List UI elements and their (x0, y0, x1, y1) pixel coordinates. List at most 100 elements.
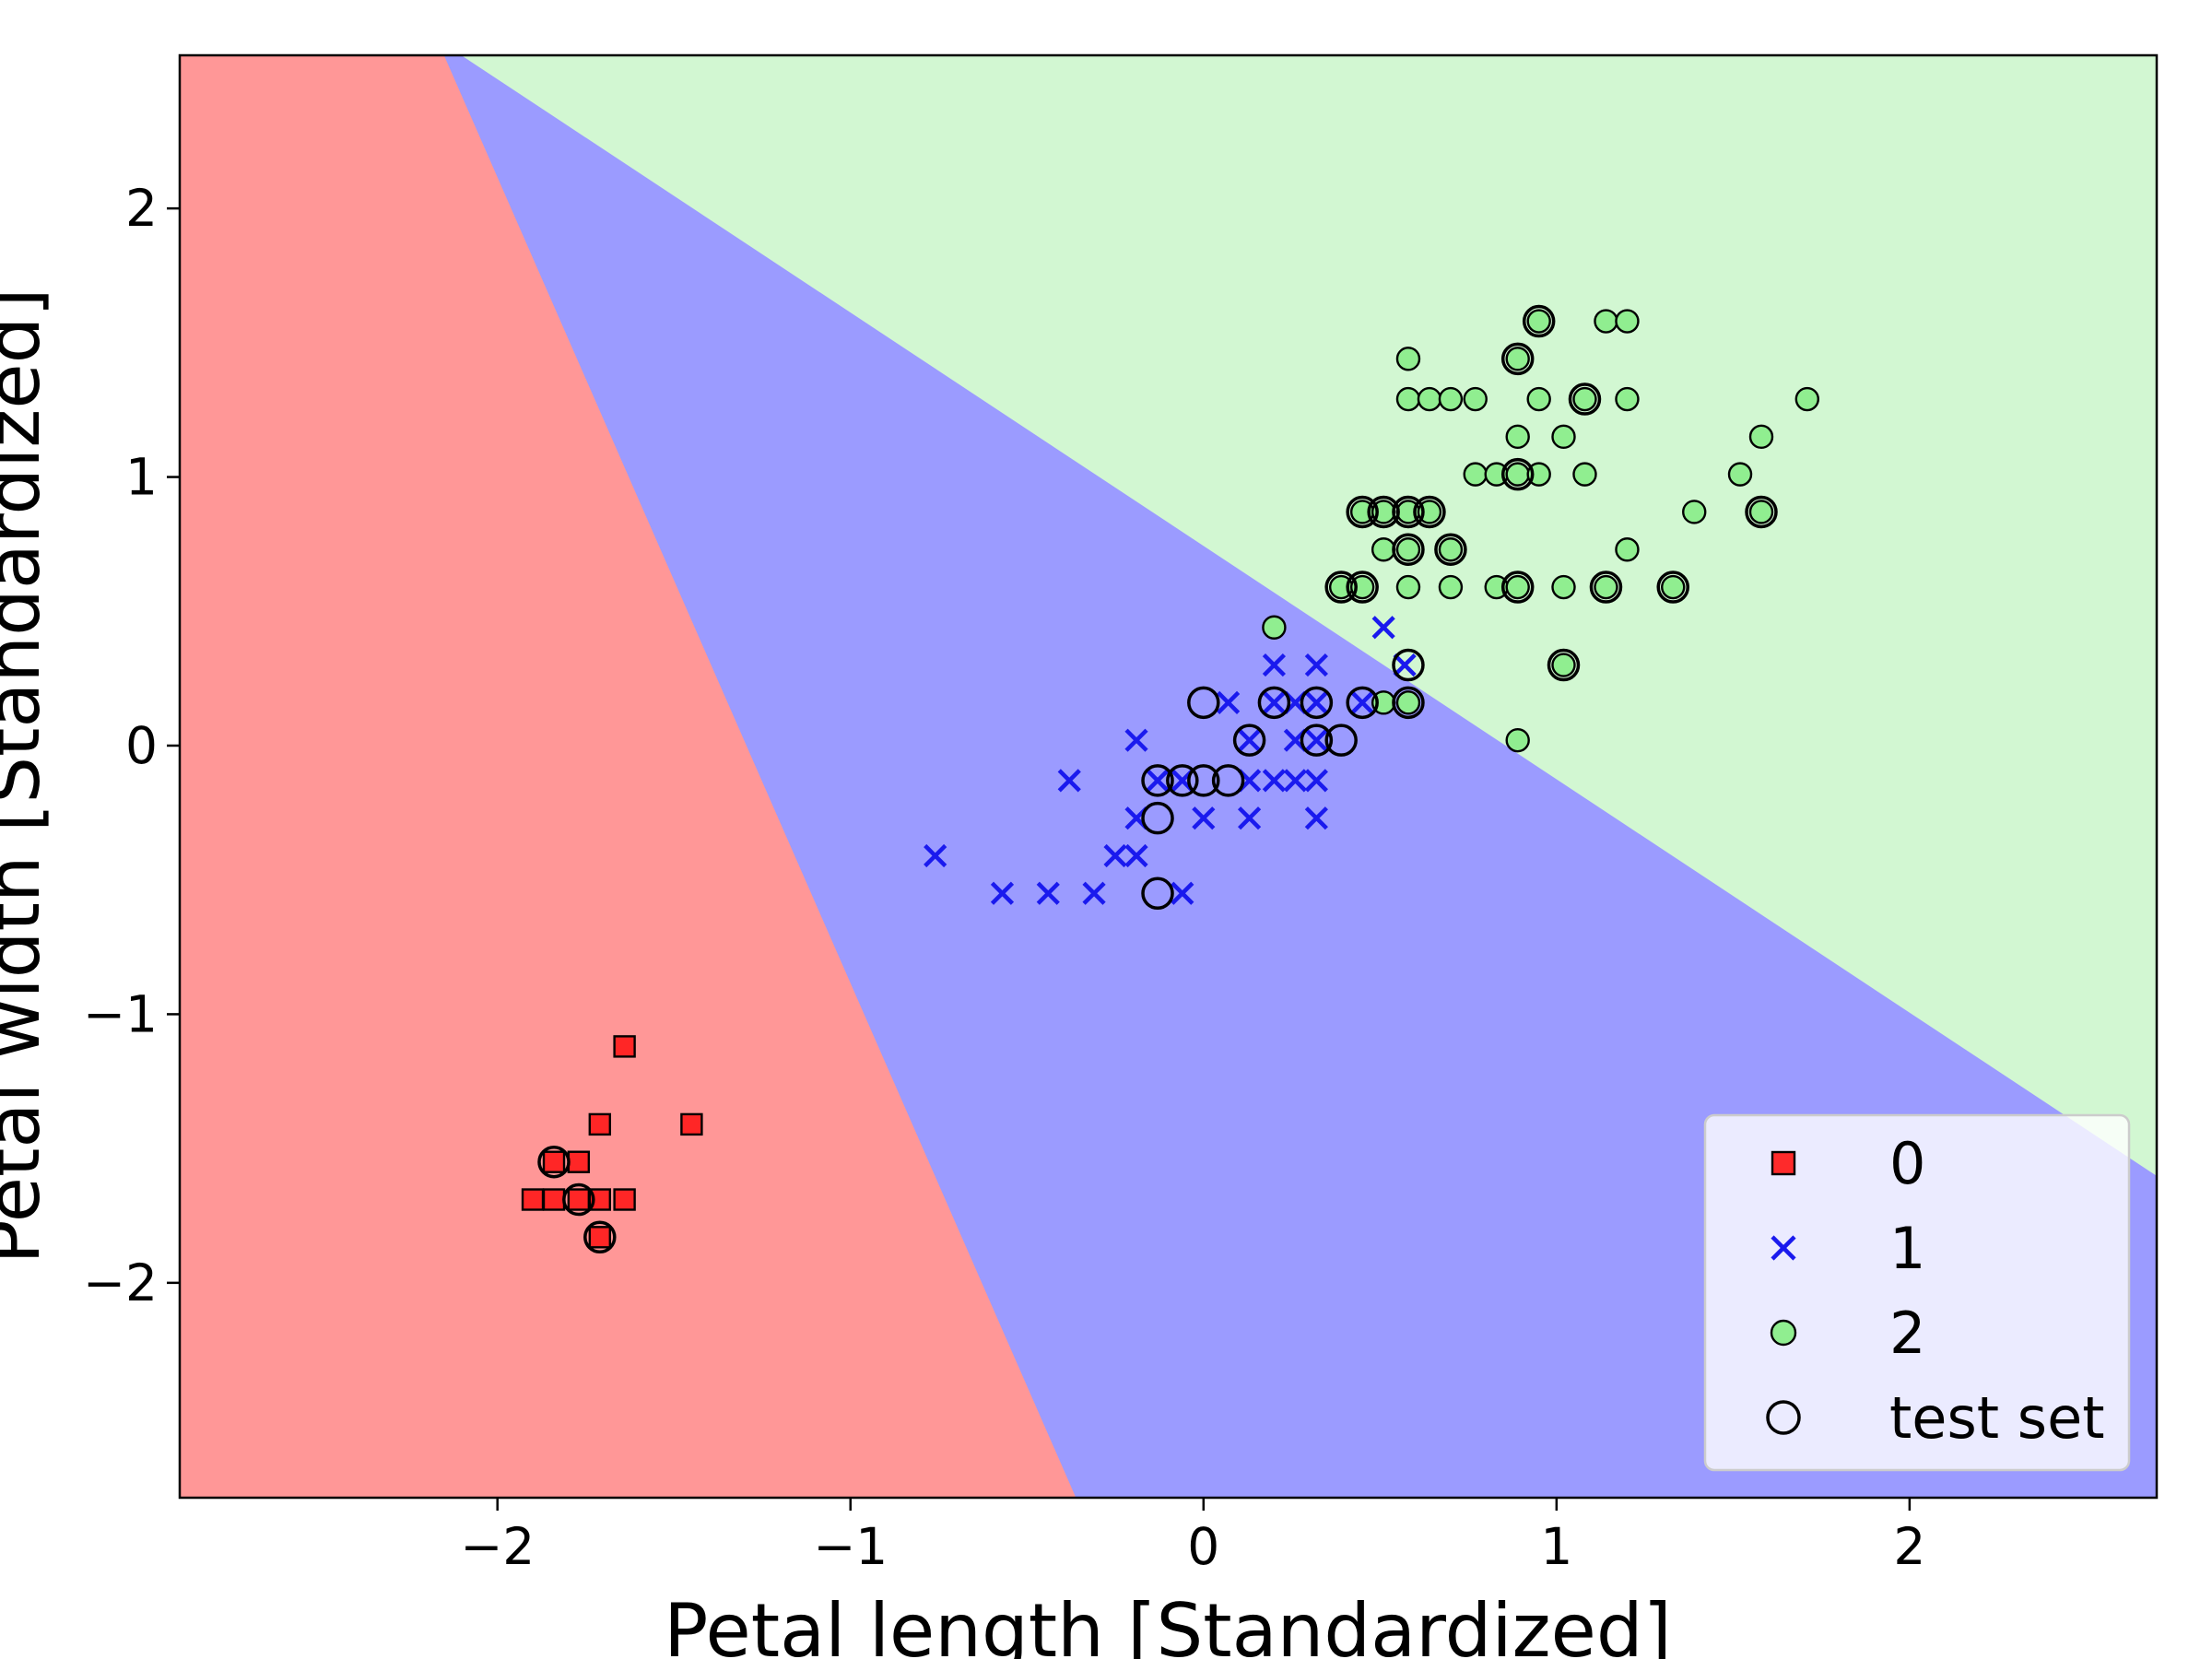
point-series-2 (1349, 574, 1375, 600)
x-axis-label: Petal length [Standardized] (664, 1588, 1672, 1659)
point-series-1 (1283, 769, 1307, 793)
legend-marker (1771, 1150, 1796, 1176)
point-series-test-set (1324, 724, 1358, 757)
point-series-2 (1463, 386, 1488, 412)
point-series-2 (1727, 462, 1753, 487)
point-series-1 (1304, 806, 1328, 830)
y-axis-label: Petal width [Standardized] (0, 288, 56, 1264)
point-series-0 (613, 1188, 636, 1211)
legend-label: 2 (1889, 1300, 1925, 1367)
point-series-0 (588, 1112, 612, 1136)
point-series-1 (1192, 806, 1216, 830)
point-series-test-set (1547, 648, 1581, 682)
point-series-1 (1350, 690, 1374, 714)
point-series-1 (1082, 881, 1106, 905)
point-series-2 (1526, 462, 1551, 487)
point-series-test-set (1300, 686, 1334, 720)
point-series-1 (1304, 769, 1328, 793)
point-series-test-set (1346, 571, 1379, 604)
legend-entry: test set (1766, 1384, 2105, 1452)
point-series-1 (1262, 769, 1287, 793)
point-series-0 (542, 1188, 566, 1211)
point-series-test-set (1257, 686, 1291, 720)
plot-area-frame (178, 53, 2159, 1500)
point-series-2 (1748, 500, 1774, 524)
point-series-2 (1572, 386, 1597, 412)
point-series-0 (521, 1188, 545, 1211)
point-series-2 (1438, 574, 1464, 600)
point-series-test-set (1522, 304, 1556, 338)
point-series-1 (924, 843, 947, 868)
legend-marker (1766, 1400, 1801, 1435)
point-series-2 (1615, 386, 1640, 412)
legend-entry: 0 (1771, 1130, 1925, 1197)
point-series-test-set (562, 1182, 595, 1217)
x-tick-label: 1 (1540, 1517, 1572, 1576)
point-series-test-set (1500, 342, 1535, 376)
point-series-2 (1395, 690, 1421, 715)
x-tick-label: −1 (813, 1517, 888, 1576)
point-series-2 (1526, 309, 1551, 334)
point-series-1 (1262, 653, 1287, 677)
x-axis: −2 −1 0 1 2 (460, 1498, 1925, 1576)
point-series-2 (1615, 309, 1640, 334)
data-points (521, 304, 1819, 1254)
point-series-2 (1505, 462, 1530, 487)
point-series-1 (1238, 728, 1262, 752)
point-series-1 (1171, 881, 1194, 905)
point-series-1 (1304, 728, 1328, 752)
point-series-test-set (1324, 571, 1358, 604)
point-series-test-set (1232, 724, 1266, 757)
point-series-0 (680, 1112, 703, 1136)
point-series-test-set (1392, 686, 1425, 720)
series-test-set (537, 304, 1778, 1254)
point-series-test-set (1367, 495, 1400, 529)
point-series-test-set (1392, 533, 1425, 566)
x-tick-label: 0 (1187, 1517, 1219, 1576)
point-series-1 (1146, 769, 1170, 793)
point-series-2 (1794, 386, 1819, 412)
y-tick-label: −1 (83, 984, 158, 1043)
point-series-test-set (583, 1220, 617, 1254)
y-tick-label: 2 (125, 179, 158, 238)
point-series-test-set (1500, 457, 1535, 491)
y-tick-label: −2 (83, 1253, 158, 1312)
legend-entry: 2 (1770, 1300, 1925, 1367)
point-series-2 (1615, 537, 1640, 562)
point-series-1 (1371, 616, 1395, 640)
point-series-test-set (1300, 724, 1334, 757)
legend-marker (1771, 1235, 1796, 1261)
point-series-1 (1238, 806, 1262, 830)
point-series-test-set (1392, 495, 1425, 529)
point-series-test-set (1392, 648, 1425, 682)
legend: 0 1 2 test set (1703, 1113, 2131, 1472)
point-series-1 (1217, 690, 1241, 714)
point-series-1 (1124, 728, 1148, 752)
point-series-2 (1551, 653, 1576, 677)
y-tick-label: 0 (125, 716, 158, 775)
point-series-test-set (1413, 495, 1446, 529)
point-series-2 (1748, 424, 1774, 450)
point-series-1 (1304, 690, 1328, 714)
point-series-test-set (1211, 764, 1245, 797)
point-series-test-set (1141, 764, 1174, 797)
point-series-test-set (1141, 801, 1174, 835)
point-series-1 (1103, 843, 1127, 868)
point-series-test-set (1434, 533, 1467, 566)
point-series-2 (1371, 537, 1396, 562)
legend-box (1703, 1113, 2131, 1472)
point-series-test-set (1589, 571, 1623, 604)
point-series-0 (567, 1150, 591, 1173)
point-series-2 (1395, 574, 1421, 600)
x-tick-label: 2 (1893, 1517, 1925, 1576)
point-series-2 (1417, 386, 1442, 412)
point-series-test-set (1141, 877, 1174, 911)
legend-marker (1770, 1319, 1797, 1347)
point-series-2 (1463, 462, 1488, 487)
point-series-test-set (1346, 686, 1379, 720)
point-series-1 (1304, 653, 1328, 677)
series-2 (1262, 309, 1819, 753)
point-series-1 (1124, 843, 1148, 868)
legend-label: 0 (1889, 1130, 1925, 1197)
